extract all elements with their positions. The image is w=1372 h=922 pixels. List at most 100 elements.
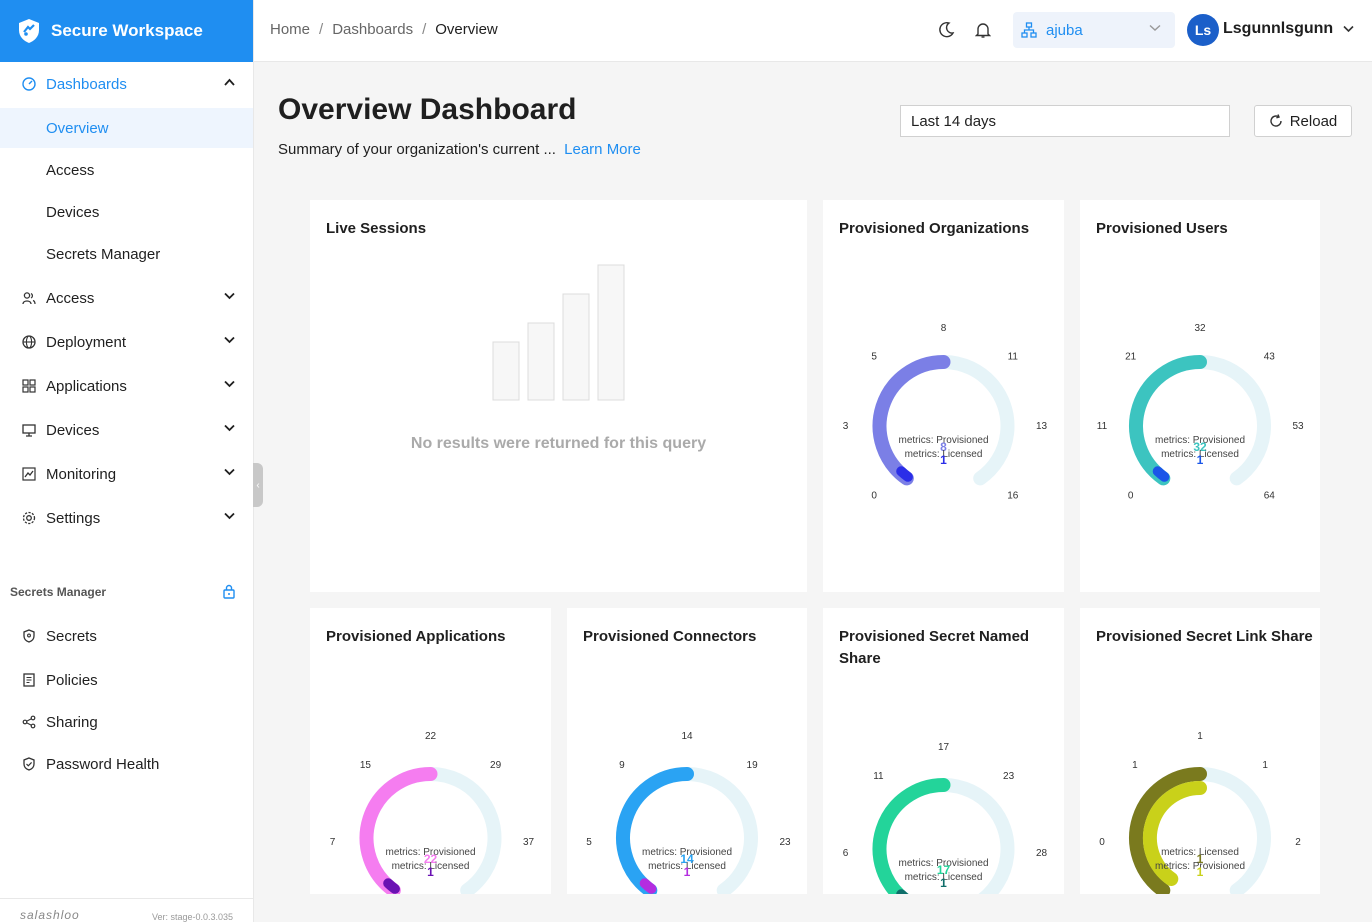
card-title: Live Sessions (326, 220, 427, 237)
moon-icon[interactable] (937, 21, 955, 39)
gauge-licensed-marker (896, 466, 913, 482)
provisioned-secret-named-share-card: Provisioned Secret Named Share 6 11 17 23 28… (823, 608, 1064, 894)
gauge-tick-label: 0 (1099, 837, 1105, 848)
sidebar-item-applications[interactable]: Applications (0, 366, 253, 406)
gauge-icon (22, 77, 36, 91)
sidebar-item-access[interactable]: Access (0, 278, 253, 318)
shield-key-icon (22, 629, 36, 643)
sidebar-item-sharing[interactable]: Sharing (0, 702, 253, 742)
gauge-tick-label: 43 (1264, 352, 1276, 363)
sidebar-subitem-secrets-manager[interactable]: Secrets Manager (46, 245, 161, 263)
user-name[interactable]: Lsgunnlsgunn (1223, 20, 1334, 37)
gauge-metric-label: metrics: Licensed (1161, 449, 1239, 460)
provisioned-organizations-card: Provisioned Organizations 0 3 5 8 11 13 16 metr… (823, 200, 1064, 592)
empty-state-message: No results were returned for this query (410, 435, 707, 452)
gauge-metric-label: metrics: Licensed (905, 449, 983, 460)
brand-name: Secure Workspace (51, 21, 203, 40)
reload-button[interactable]: Reload (1254, 105, 1352, 137)
gauge-count-text: 1 (427, 865, 434, 879)
breadcrumb-current: Overview (435, 21, 498, 38)
globe-icon (22, 335, 36, 349)
gauge-tick-label: 9 (619, 760, 625, 771)
collapse-sidebar-handle[interactable]: ‹ (253, 463, 263, 507)
breadcrumb-dashboards[interactable]: Dashboards (332, 21, 414, 38)
gauge-value-arc (359, 767, 438, 894)
sidebar-footer (0, 898, 253, 922)
card-title: Provisioned Organizations (839, 220, 1030, 237)
gauge-value-arc (1129, 767, 1207, 894)
sidebar-item-label: Sharing (46, 713, 98, 731)
date-range-picker[interactable]: Last 14 days (900, 105, 1230, 137)
provisioned-applications-card: Provisioned Applications 7 15 22 29 37 metric… (310, 608, 551, 894)
provisioned-secret-link-share-card: Provisioned Secret Link Share 0 1 1 1 2 metri… (1080, 608, 1320, 894)
sidebar-item-policies[interactable]: Policies (0, 660, 253, 700)
sidebar-subitem-access[interactable]: Access (46, 161, 95, 179)
gauge-tick-label: 0 (871, 490, 877, 501)
avatar[interactable]: Ls (1187, 14, 1219, 46)
chevron-down-icon[interactable] (1343, 25, 1354, 33)
chevron-down-icon (224, 468, 235, 476)
sidebar: Secure Workspace Dashboards Overview Acc… (0, 0, 254, 922)
sidebar-item-password-health[interactable]: Password Health (0, 744, 253, 784)
version-label: Ver: stage-0.0.3.035 (152, 912, 234, 922)
gauge-tick-label: 29 (490, 760, 502, 771)
sidebar-subitem-overview[interactable]: Overview (0, 108, 253, 148)
breadcrumb: Home / Dashboards / Overview (270, 21, 498, 38)
page-subtitle: Summary of your organization's current .… (278, 141, 641, 158)
sidebar-item-label: Settings (46, 509, 101, 527)
gauge-metric-label: metrics: Provisioned (642, 847, 732, 858)
gauge-value-arc (1129, 355, 1207, 486)
gauge-licensed-marker (383, 878, 400, 894)
gauge-tick-label: 8 (941, 323, 947, 334)
sidebar-item-deployment[interactable]: Deployment (0, 322, 253, 362)
brand-header[interactable]: Secure Workspace (0, 0, 253, 62)
chevron-down-icon (224, 336, 235, 344)
chevron-left-icon: ‹ (256, 479, 260, 491)
chevron-down-icon (224, 292, 235, 300)
gauge-tick-label: 22 (425, 731, 437, 742)
provisioned-users-card: Provisioned Users 0 11 21 32 43 53 64 metrics: … (1080, 200, 1320, 592)
sidebar-item-dashboards[interactable]: Dashboards (0, 64, 253, 104)
gauge-metric-label: metrics: Licensed (905, 872, 983, 883)
sidebar-item-label: Applications (46, 377, 127, 395)
sidebar-item-devices[interactable]: Devices (0, 410, 253, 450)
gauge-tick-label: 1 (1262, 760, 1268, 771)
gauge-licensed-marker (639, 878, 657, 894)
chevron-down-icon (224, 380, 235, 388)
grid-icon (22, 379, 36, 393)
gauge-metric-label: metrics: Provisioned (385, 847, 475, 858)
sidebar-item-label: Access (46, 289, 95, 307)
gauge-count-text: 1 (940, 876, 947, 890)
sidebar-item-settings[interactable]: Settings (0, 498, 253, 538)
gauge-tick-label: 23 (1003, 771, 1015, 782)
gauge-tick-label: 32 (1194, 323, 1206, 334)
gauge-tick-label: 0 (1128, 490, 1134, 501)
sidebar-subitem-devices[interactable]: Devices (46, 203, 100, 221)
chevron-down-icon (224, 424, 235, 432)
org-tree-icon (1021, 22, 1037, 38)
gauge-count-text: 1 (1197, 453, 1204, 467)
gauge-metric-label: metrics: Provisioned (1155, 435, 1245, 446)
share-icon (22, 715, 36, 729)
gauge-value-text: 32 (1193, 440, 1207, 454)
sidebar-item-monitoring[interactable]: Monitoring (0, 454, 253, 494)
chevron-down-icon (224, 512, 235, 520)
sidebar-item-label: Policies (46, 671, 98, 689)
gauge-licensed-arc (1142, 780, 1207, 886)
gauge-tick-label: 19 (747, 760, 759, 771)
gauge-tick-label: 13 (1036, 421, 1048, 432)
gauge-tick-label: 11 (1008, 352, 1019, 363)
gauge-metric-label: metrics: Provisioned (898, 858, 988, 869)
sidebar-item-secrets[interactable]: Secrets (0, 616, 253, 656)
gauge-tick-label: 64 (1264, 490, 1276, 501)
breadcrumb-home[interactable]: Home (270, 21, 311, 38)
lock-icon[interactable] (222, 584, 236, 599)
organization-select[interactable]: ajuba (1013, 12, 1175, 48)
bell-icon[interactable] (975, 21, 991, 39)
users-icon (22, 291, 36, 305)
learn-more-link[interactable]: Learn More (564, 141, 641, 158)
